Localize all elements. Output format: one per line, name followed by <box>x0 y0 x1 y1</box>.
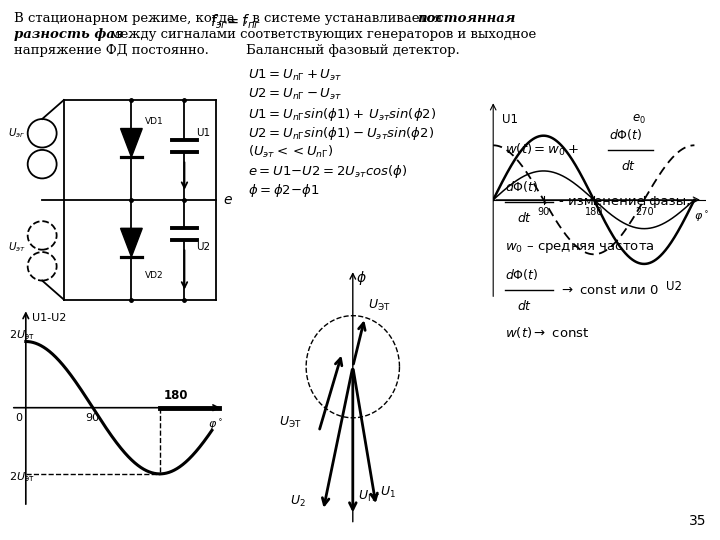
Text: $w_0$ – средняя частота: $w_0$ – средняя частота <box>505 241 654 255</box>
Text: $\varphi^\circ$: $\varphi^\circ$ <box>208 417 223 432</box>
Text: между сигналами соответствующих генераторов и выходное: между сигналами соответствующих генерато… <box>106 28 536 41</box>
Text: $\varphi^\circ$: $\varphi^\circ$ <box>694 210 709 224</box>
Text: Балансный фазовый детектор.: Балансный фазовый детектор. <box>246 44 460 57</box>
Text: U2: U2 <box>667 280 683 293</box>
Text: $\mathit{\phi= \phi 2{-}\phi 1}$: $\mathit{\phi= \phi 2{-}\phi 1}$ <box>248 182 319 199</box>
Text: $U_{\rm ЭТ}$: $U_{\rm ЭТ}$ <box>368 298 391 313</box>
Text: $dt$: $dt$ <box>517 211 532 225</box>
Text: $U_{\Pi\Gamma}$: $U_{\Pi\Gamma}$ <box>358 489 380 504</box>
Text: 90: 90 <box>86 413 100 423</box>
Text: $\rightarrow$ const или 0: $\rightarrow$ const или 0 <box>559 284 659 296</box>
Text: 180: 180 <box>163 389 188 402</box>
Text: постоянная: постоянная <box>417 12 516 25</box>
Text: 0: 0 <box>15 413 22 423</box>
Text: $dt$: $dt$ <box>517 299 532 313</box>
Text: $=f_{\mathit{пг}}$: $=f_{\mathit{пг}}$ <box>224 12 261 31</box>
Text: $\mathit{U1=U_{n\Gamma}+U_{\mathit{эт}}}$: $\mathit{U1=U_{n\Gamma}+U_{\mathit{эт}}}… <box>248 68 342 83</box>
Text: $d\Phi(t)$: $d\Phi(t)$ <box>505 267 539 282</box>
Polygon shape <box>120 129 143 157</box>
Text: $\mathit{U2=U_{n\Gamma} - U_{\mathit{эт}}}$: $\mathit{U2=U_{n\Gamma} - U_{\mathit{эт}… <box>248 87 342 102</box>
Polygon shape <box>120 228 143 257</box>
Text: 90: 90 <box>537 207 549 218</box>
Text: 180: 180 <box>585 207 603 218</box>
Text: $w(t) = w_0 +$: $w(t) = w_0 +$ <box>505 142 579 158</box>
Text: $U_1$: $U_1$ <box>380 484 396 500</box>
Text: $U_{\rm ЭТ}$: $U_{\rm ЭТ}$ <box>279 415 302 430</box>
Text: $\phi$: $\phi$ <box>356 269 367 287</box>
Text: $2U_{\rm эт}$: $2U_{\rm эт}$ <box>9 470 35 484</box>
Text: $e_0$: $e_0$ <box>632 113 646 126</box>
Text: VD1: VD1 <box>145 117 163 126</box>
Text: $d\Phi(t)$: $d\Phi(t)$ <box>609 127 642 142</box>
Text: VD2: VD2 <box>145 271 163 280</box>
Text: e: e <box>223 193 232 207</box>
Text: U1: U1 <box>502 113 518 126</box>
Text: $dt$: $dt$ <box>621 159 636 173</box>
Text: $U_2$: $U_2$ <box>290 494 306 509</box>
Text: $U_{\mathit{эг}}$: $U_{\mathit{эг}}$ <box>9 126 26 140</box>
Text: $\mathit{U2=U_{n\Gamma}sin(\phi 1) - U_{\mathit{эт}}sin(\phi 2)}$: $\mathit{U2=U_{n\Gamma}sin(\phi 1) - U_{… <box>248 125 434 142</box>
Text: U2: U2 <box>197 242 211 252</box>
Text: $w(t)\rightarrow$ const: $w(t)\rightarrow$ const <box>505 325 590 340</box>
Text: 35: 35 <box>688 514 706 528</box>
Text: 270: 270 <box>635 207 654 218</box>
Text: $\mathit{U1=U_{n\Gamma}sin(\phi 1)+\, U_{\mathit{эт}}sin(\phi 2)}$: $\mathit{U1=U_{n\Gamma}sin(\phi 1)+\, U_… <box>248 106 436 123</box>
Text: разность фаз: разность фаз <box>14 28 124 41</box>
Text: В стационарном режиме, когда: В стационарном режиме, когда <box>14 12 239 25</box>
Text: - изменение фазы,: - изменение фазы, <box>559 195 690 208</box>
Text: напряжение ФД постоянно.: напряжение ФД постоянно. <box>14 44 209 57</box>
Text: $\mathit{(U_{\mathit{эт}} << U_{n\Gamma})}$: $\mathit{(U_{\mathit{эт}} << U_{n\Gamma}… <box>248 144 333 160</box>
Text: $2U_{\rm эт}$: $2U_{\rm эт}$ <box>9 328 35 342</box>
Text: $U_{\mathit{эт}}$: $U_{\mathit{эт}}$ <box>9 240 27 254</box>
Text: $f_{\mathit{эг}}$: $f_{\mathit{эг}}$ <box>210 12 228 31</box>
Text: $d\Phi(t)$: $d\Phi(t)$ <box>505 179 539 194</box>
Text: U1: U1 <box>197 129 211 138</box>
Text: $\mathit{e=U1{-}U2=2U_{\mathit{эт}}cos(\phi)}$: $\mathit{e=U1{-}U2=2U_{\mathit{эт}}cos(\… <box>248 163 408 180</box>
Text: U1-U2: U1-U2 <box>32 313 66 323</box>
Text: , в системе устанавливается: , в системе устанавливается <box>244 12 446 25</box>
